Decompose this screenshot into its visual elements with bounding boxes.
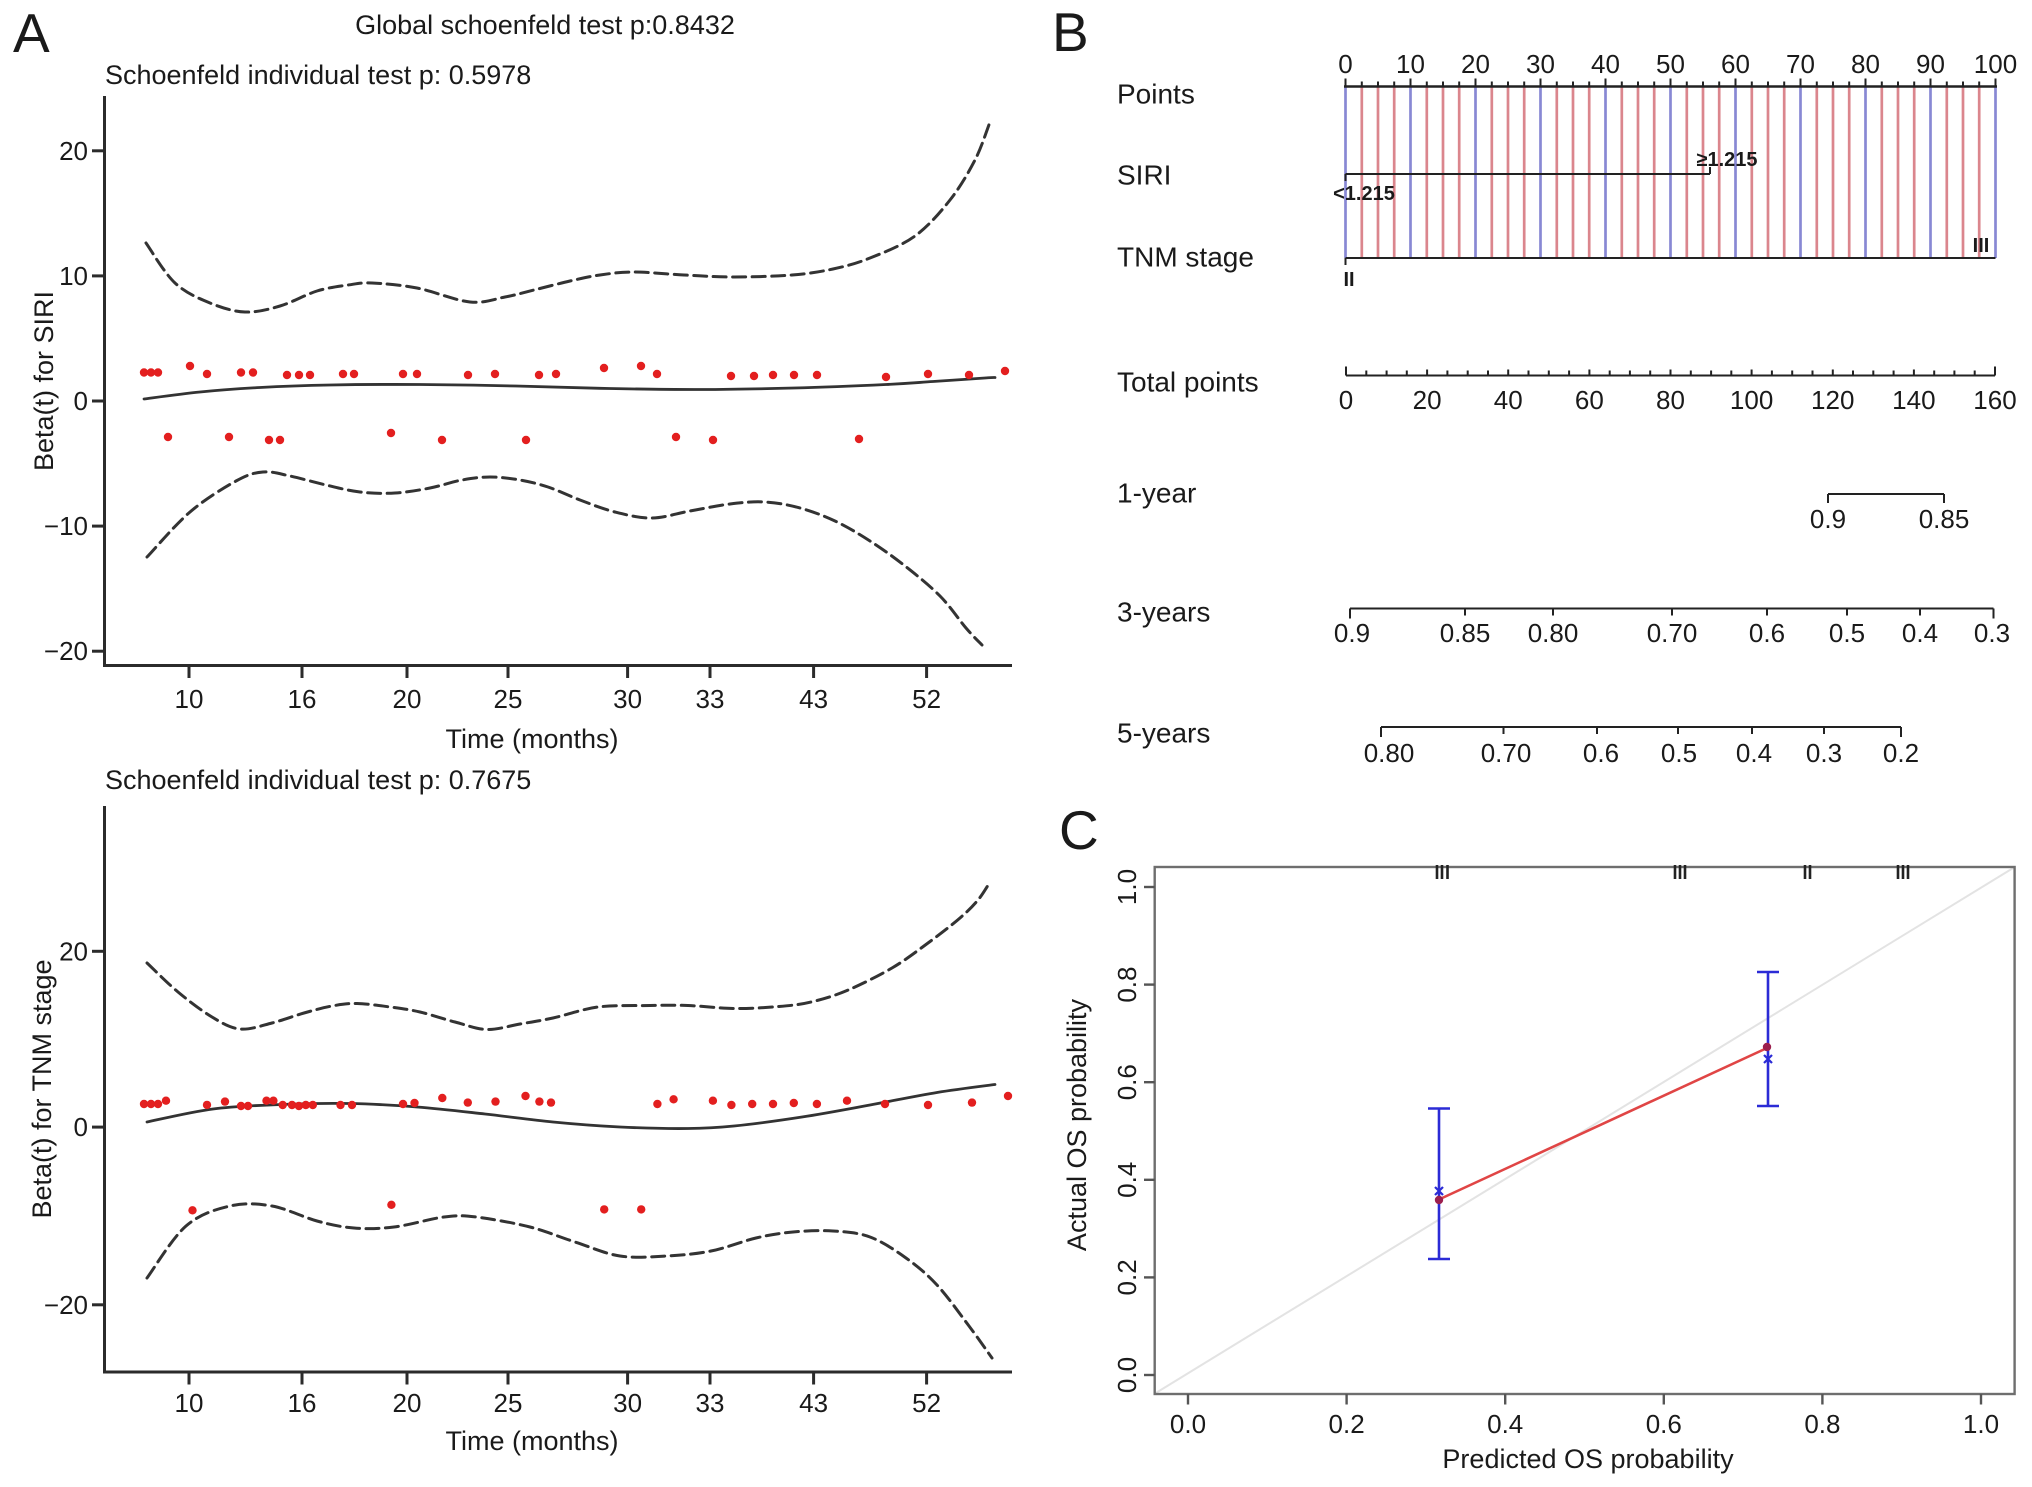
svg-text:0.70: 0.70	[1647, 618, 1698, 648]
svg-text:52: 52	[912, 684, 941, 714]
svg-text:0.4: 0.4	[1902, 618, 1938, 648]
svg-text:60: 60	[1575, 385, 1604, 415]
svg-text:<1.215: <1.215	[1333, 183, 1395, 205]
svg-text:5-years: 5-years	[1117, 718, 1210, 749]
svg-text:SIRI: SIRI	[1117, 160, 1171, 191]
svg-text:0.0: 0.0	[1112, 1357, 1142, 1393]
svg-text:52: 52	[912, 1388, 941, 1418]
svg-text:Time (months): Time (months)	[445, 724, 618, 754]
svg-text:TNM stage: TNM stage	[1117, 242, 1254, 273]
svg-text:0.0: 0.0	[1170, 1409, 1206, 1439]
svg-text:0.3: 0.3	[1806, 738, 1842, 768]
svg-text:0.9: 0.9	[1810, 504, 1846, 534]
svg-text:Schoenfeld individual test p:: Schoenfeld individual test p: 0.5978	[105, 60, 531, 90]
svg-text:10: 10	[1396, 49, 1425, 79]
svg-text:20: 20	[393, 1388, 422, 1418]
svg-text:70: 70	[1786, 49, 1815, 79]
svg-text:33: 33	[696, 684, 725, 714]
svg-text:0.2: 0.2	[1883, 738, 1919, 768]
svg-text:0.3: 0.3	[1974, 618, 2010, 648]
svg-text:II: II	[1343, 269, 1354, 291]
svg-text:A: A	[13, 2, 50, 64]
svg-text:30: 30	[1526, 49, 1555, 79]
svg-text:0.2: 0.2	[1112, 1259, 1142, 1295]
svg-text:0.5: 0.5	[1829, 618, 1865, 648]
svg-text:0.85: 0.85	[1440, 618, 1491, 648]
svg-text:0.2: 0.2	[1329, 1409, 1365, 1439]
svg-text:0: 0	[74, 386, 88, 416]
svg-text:0.4: 0.4	[1112, 1162, 1142, 1198]
svg-text:3-years: 3-years	[1117, 597, 1210, 628]
svg-text:1.0: 1.0	[1963, 1409, 1999, 1439]
svg-text:Beta(t) for SIRI: Beta(t) for SIRI	[29, 291, 59, 471]
svg-text:0.4: 0.4	[1736, 738, 1772, 768]
svg-text:33: 33	[696, 1388, 725, 1418]
svg-text:Total points: Total points	[1117, 367, 1259, 398]
svg-text:100: 100	[1974, 49, 2017, 79]
svg-text:Points: Points	[1117, 79, 1195, 110]
svg-text:C: C	[1059, 799, 1099, 861]
svg-text:Beta(t) for TNM stage: Beta(t) for TNM stage	[27, 959, 57, 1218]
svg-text:40: 40	[1591, 49, 1620, 79]
svg-text:0.70: 0.70	[1481, 738, 1532, 768]
svg-text:20: 20	[59, 136, 88, 166]
svg-text:III: III	[1973, 235, 1990, 257]
svg-text:Time (months): Time (months)	[445, 1426, 618, 1456]
svg-text:0.9: 0.9	[1334, 618, 1370, 648]
svg-text:0.4: 0.4	[1487, 1409, 1523, 1439]
svg-text:120: 120	[1811, 385, 1854, 415]
svg-text:10: 10	[175, 684, 204, 714]
svg-text:Schoenfeld individual test p:: Schoenfeld individual test p: 0.7675	[105, 765, 531, 795]
svg-text:20: 20	[59, 936, 88, 966]
svg-text:Actual OS probability: Actual OS probability	[1062, 998, 1092, 1251]
svg-text:25: 25	[494, 1388, 523, 1418]
svg-text:−20: −20	[44, 636, 88, 666]
svg-text:20: 20	[393, 684, 422, 714]
svg-text:25: 25	[494, 684, 523, 714]
svg-text:0.5: 0.5	[1661, 738, 1697, 768]
svg-text:30: 30	[613, 1388, 642, 1418]
svg-text:0.8: 0.8	[1804, 1409, 1840, 1439]
svg-text:43: 43	[799, 1388, 828, 1418]
svg-text:50: 50	[1656, 49, 1685, 79]
svg-text:−20: −20	[44, 1290, 88, 1320]
svg-text:−10: −10	[44, 511, 88, 541]
svg-text:40: 40	[1494, 385, 1523, 415]
svg-text:0: 0	[1338, 49, 1352, 79]
svg-text:0: 0	[1339, 385, 1353, 415]
svg-text:B: B	[1052, 1, 1089, 63]
svg-text:0.85: 0.85	[1919, 504, 1970, 534]
svg-text:16: 16	[288, 684, 317, 714]
svg-text:20: 20	[1413, 385, 1442, 415]
svg-text:0.8: 0.8	[1112, 967, 1142, 1003]
svg-text:80: 80	[1851, 49, 1880, 79]
svg-text:1.0: 1.0	[1112, 869, 1142, 905]
svg-text:60: 60	[1721, 49, 1750, 79]
svg-text:90: 90	[1916, 49, 1945, 79]
svg-text:0.6: 0.6	[1583, 738, 1619, 768]
svg-text:16: 16	[288, 1388, 317, 1418]
svg-text:≥1.215: ≥1.215	[1696, 149, 1757, 171]
svg-text:100: 100	[1730, 385, 1773, 415]
svg-text:80: 80	[1656, 385, 1685, 415]
svg-text:10: 10	[175, 1388, 204, 1418]
svg-text:0.80: 0.80	[1364, 738, 1415, 768]
svg-text:10: 10	[59, 261, 88, 291]
svg-text:Global schoenfeld test p:0.843: Global schoenfeld test p:0.8432	[355, 10, 735, 40]
svg-text:Predicted OS probability: Predicted OS probability	[1442, 1444, 1734, 1474]
svg-text:43: 43	[799, 684, 828, 714]
svg-text:0.80: 0.80	[1528, 618, 1579, 648]
svg-text:20: 20	[1461, 49, 1490, 79]
svg-text:0.6: 0.6	[1112, 1064, 1142, 1100]
svg-text:0.6: 0.6	[1646, 1409, 1682, 1439]
svg-text:1-year: 1-year	[1117, 478, 1196, 509]
svg-text:30: 30	[613, 684, 642, 714]
svg-text:0.6: 0.6	[1749, 618, 1785, 648]
svg-text:0: 0	[74, 1112, 88, 1142]
svg-text:140: 140	[1892, 385, 1935, 415]
svg-text:160: 160	[1973, 385, 2016, 415]
